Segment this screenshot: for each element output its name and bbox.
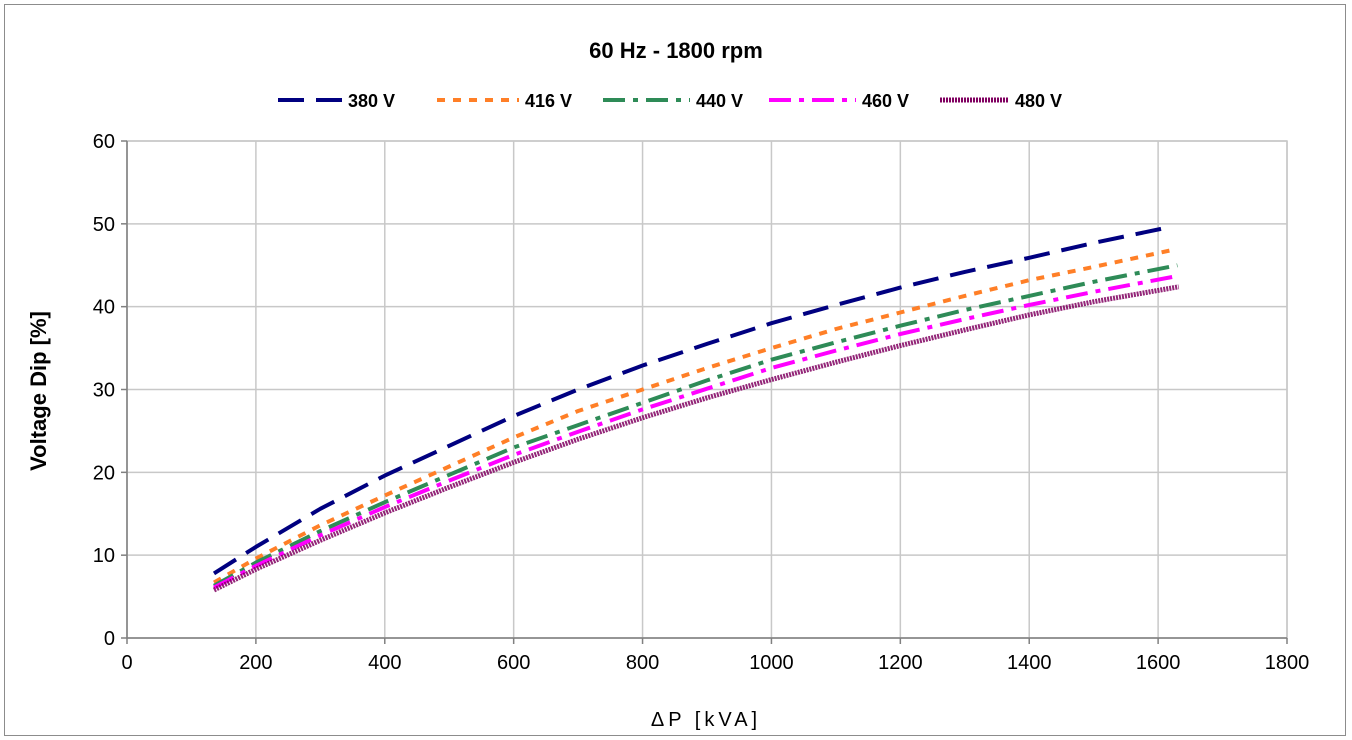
chart-title: 60 Hz - 1800 rpm	[589, 38, 763, 63]
grid	[126, 140, 1288, 639]
x-tick-label: 600	[497, 652, 530, 674]
y-tick-label: 60	[93, 131, 115, 153]
x-tick-label: 400	[368, 652, 401, 674]
y-tick-label: 20	[93, 462, 115, 484]
x-tick-label: 800	[626, 652, 659, 674]
series-line-460v	[213, 274, 1178, 590]
y-tick-label: 50	[93, 214, 115, 236]
series-line-440v	[213, 263, 1178, 588]
legend-label: 460 V	[862, 91, 909, 111]
x-axis-label: ΔP [kVA]	[651, 709, 761, 731]
x-tick-label: 1000	[749, 652, 794, 674]
y-axis-label: Voltage Dip [%]	[26, 311, 51, 471]
y-tick-label: 0	[104, 628, 115, 650]
legend: 380 V 416 V 440 V 460 V 480 V	[278, 91, 1062, 111]
x-tick-label: 0	[121, 652, 132, 674]
y-tick-label: 40	[93, 297, 115, 319]
series-line-380v	[212, 226, 1162, 576]
legend-label: 380 V	[348, 91, 395, 111]
x-tick-label: 1200	[878, 652, 923, 674]
chart-frame	[4, 4, 1346, 736]
series-line-480v	[212, 284, 1180, 593]
y-tick-label: 30	[93, 380, 115, 402]
x-tick-label: 1400	[1007, 652, 1052, 674]
x-tick-label: 1600	[1136, 652, 1181, 674]
x-tick-label: 1800	[1265, 652, 1310, 674]
axes: 0 200 400 600 800 1000 1200 1400 1600 1800 0 10 20 30…	[93, 131, 1310, 674]
legend-label: 416 V	[525, 91, 572, 111]
legend-label: 480 V	[1015, 91, 1062, 111]
series-layer	[212, 226, 1180, 593]
legend-label: 440 V	[696, 91, 743, 111]
x-tick-label: 200	[239, 652, 272, 674]
series-line-416v	[213, 248, 1172, 585]
y-tick-label: 10	[93, 545, 115, 567]
